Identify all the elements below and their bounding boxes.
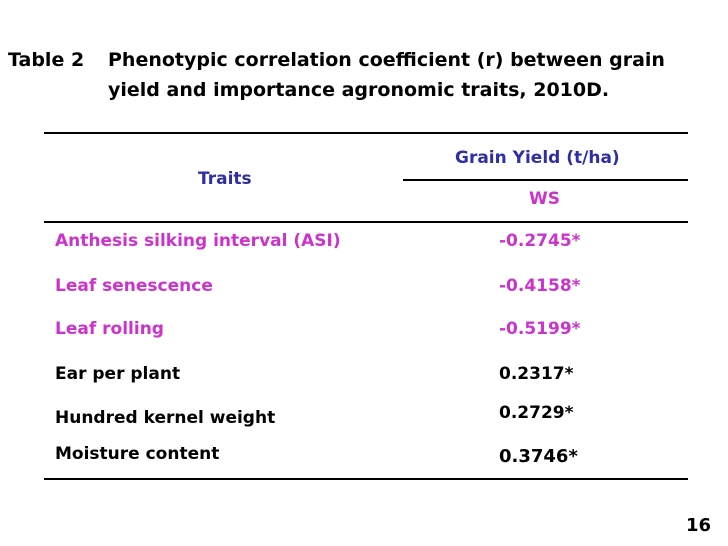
row-6-value: 0.3746* <box>499 446 578 467</box>
row-3-value: -0.5199* <box>499 319 581 339</box>
caption-line-1: Phenotypic correlation coefficient (r) b… <box>108 49 665 71</box>
row-2-trait: Leaf senescence <box>55 276 213 296</box>
header-bottom-rule <box>44 221 688 223</box>
caption-line-2: yield and importance agronomic traits, 2… <box>108 79 610 101</box>
row-5-trait: Hundred kernel weight <box>55 408 276 428</box>
header-grain-yield: Grain Yield (t/ha) <box>455 148 620 168</box>
caption-label: Table 2 <box>8 49 85 71</box>
page-number: 16 <box>686 515 712 536</box>
table-caption: Table 2 Phenotypic correlation coefficie… <box>8 45 665 105</box>
table-bottom-rule <box>44 478 688 480</box>
row-4-trait: Ear per plant <box>55 364 181 384</box>
row-3-trait: Leaf rolling <box>55 319 164 339</box>
header-mid-rule <box>403 179 688 181</box>
row-2-value: -0.4158* <box>499 276 581 296</box>
row-1-value: -0.2745* <box>499 231 581 251</box>
table-top-rule <box>44 132 688 134</box>
header-traits: Traits <box>198 169 252 189</box>
header-ws: WS <box>529 189 560 209</box>
row-1-trait: Anthesis silking interval (ASI) <box>55 231 341 251</box>
row-4-value: 0.2317* <box>499 364 574 384</box>
row-6-trait: Moisture content <box>55 444 220 464</box>
row-5-value: 0.2729* <box>499 403 574 423</box>
